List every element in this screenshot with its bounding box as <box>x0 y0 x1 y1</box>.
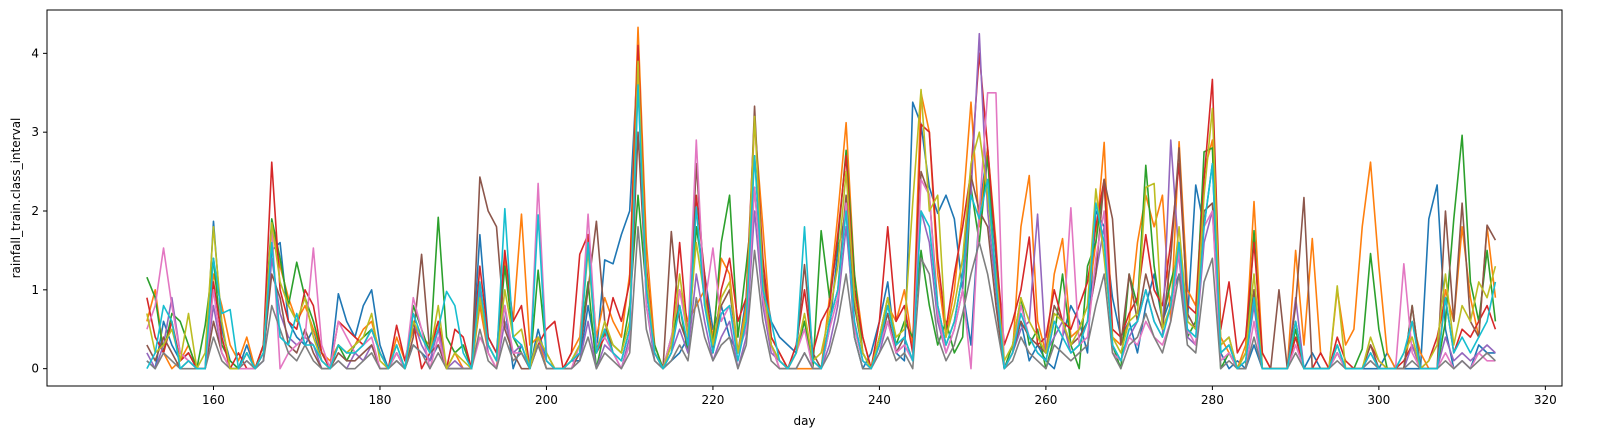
series-line-10 <box>146 84 1497 370</box>
x-tick-label: 240 <box>868 393 891 407</box>
x-tick-label: 200 <box>535 393 558 407</box>
x-axis-label: day <box>793 414 815 428</box>
x-tick-label: 300 <box>1367 393 1390 407</box>
x-tick-label: 280 <box>1201 393 1224 407</box>
x-tick-label: 220 <box>701 393 724 407</box>
x-tick-label: 320 <box>1534 393 1557 407</box>
y-axis-label: rainfall_train.class_interval <box>9 118 23 279</box>
y-tick-label: 0 <box>31 362 39 376</box>
plot-frame <box>46 9 1563 387</box>
x-tick-label: 180 <box>369 393 392 407</box>
series-layer <box>146 26 1497 370</box>
y-tick-label: 2 <box>31 204 39 218</box>
x-axis: 160 180 200 220 240 260 280 300 320 <box>202 386 1557 407</box>
y-tick-label: 4 <box>31 46 39 60</box>
y-tick-label: 1 <box>31 283 39 297</box>
x-tick-label: 160 <box>202 393 225 407</box>
x-tick-label: 260 <box>1034 393 1057 407</box>
y-axis: 0 1 2 3 4 <box>31 46 47 376</box>
y-tick-label: 3 <box>31 125 39 139</box>
